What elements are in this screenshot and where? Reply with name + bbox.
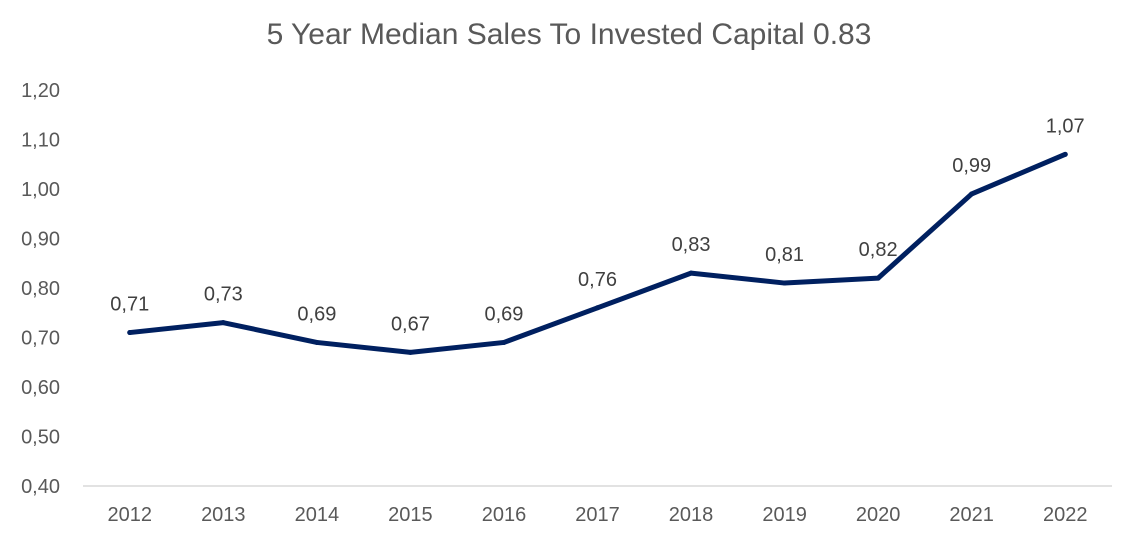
x-tick-label: 2014 <box>295 504 340 526</box>
data-point <box>220 320 226 326</box>
y-tick-label: 0,50 <box>21 427 60 449</box>
x-tick-label: 2017 <box>575 504 620 526</box>
data-point <box>1062 151 1068 157</box>
y-tick-label: 0,40 <box>21 476 60 498</box>
x-tick-label: 2018 <box>669 504 714 526</box>
y-tick-label: 1,10 <box>21 130 60 152</box>
data-point <box>875 275 881 281</box>
data-label: 1,07 <box>1046 115 1085 137</box>
x-tick-label: 2013 <box>201 504 246 526</box>
x-tick-label: 2015 <box>388 504 433 526</box>
data-point <box>407 349 413 355</box>
data-label: 0,71 <box>110 294 149 316</box>
y-tick-label: 0,80 <box>21 278 60 300</box>
data-label: 0,69 <box>484 303 523 325</box>
data-label: 0,99 <box>952 155 991 177</box>
y-tick-label: 0,90 <box>21 229 60 251</box>
data-point <box>782 280 788 286</box>
data-label: 0,69 <box>297 303 336 325</box>
data-point <box>969 191 975 197</box>
data-point <box>688 270 694 276</box>
y-tick-label: 1,00 <box>21 179 60 201</box>
data-label: 0,76 <box>578 269 617 291</box>
y-tick-label: 0,70 <box>21 328 60 350</box>
data-label: 0,82 <box>859 239 898 261</box>
data-label: 0,83 <box>672 234 711 256</box>
y-tick-label: 0,60 <box>21 377 60 399</box>
data-point <box>501 339 507 345</box>
x-tick-label: 2016 <box>482 504 527 526</box>
x-tick-label: 2020 <box>856 504 901 526</box>
data-label: 0,73 <box>204 284 243 306</box>
data-label: 0,81 <box>765 244 804 266</box>
y-tick-label: 1,20 <box>21 80 60 102</box>
x-tick-label: 2019 <box>762 504 807 526</box>
x-tick-label: 2021 <box>949 504 994 526</box>
data-point <box>595 305 600 311</box>
data-point <box>127 330 133 336</box>
chart-title: 5 Year Median Sales To Invested Capital … <box>266 18 872 51</box>
data-label: 0,67 <box>391 313 430 335</box>
data-point <box>314 339 320 345</box>
x-tick-label: 2022 <box>1043 504 1088 526</box>
x-tick-label: 2012 <box>108 504 153 526</box>
series-line <box>127 151 1068 355</box>
